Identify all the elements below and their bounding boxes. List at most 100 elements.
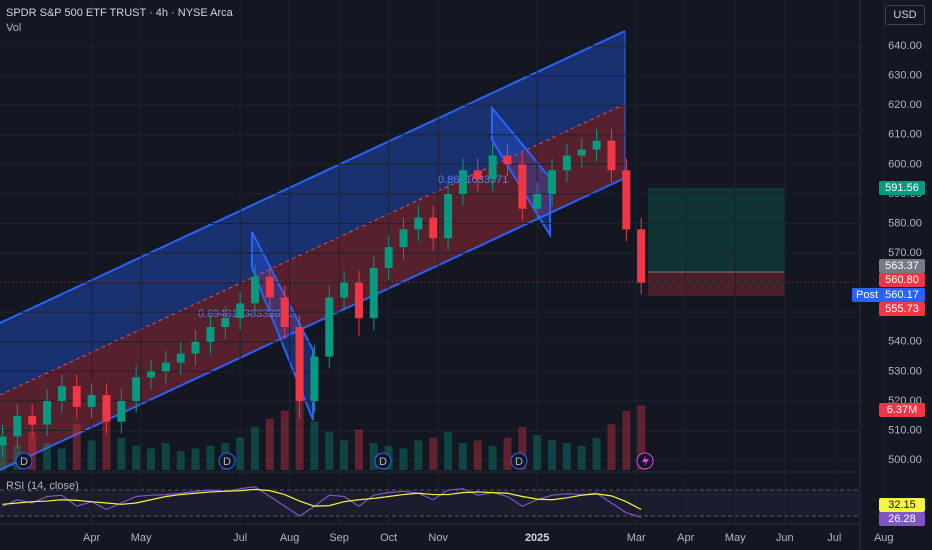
volume-bar [429,437,438,470]
y-tick-label: 500.00 [888,454,922,466]
volume-bar [518,426,527,470]
target-tag: 591.56 [879,181,925,195]
candle-body [488,155,497,180]
x-tick-label: Apr [83,532,100,544]
x-tick-label: Aug [874,532,894,544]
volume-bar [0,437,7,470]
candle-body [503,155,512,165]
rsi-ma-line [2,488,642,511]
candle-body [444,193,453,239]
candle-body [250,276,259,304]
volume-bar [295,400,304,470]
candle-body [429,217,438,239]
candle-body [325,297,334,357]
volume-bar [191,448,200,470]
last-tag: 560.80 [879,273,925,287]
volume-bar [488,445,497,470]
channel-line [0,30,626,324]
y-tick-label: 580.00 [888,217,922,229]
volume-bar [637,405,646,470]
y-tick-label: 530.00 [888,365,922,377]
dividend [374,452,392,470]
target-zone [648,188,785,272]
stop-tag: 555.73 [879,302,925,316]
y-tick-label: 610.00 [888,129,922,141]
candle-body [236,303,245,319]
volume-bar [473,440,482,470]
rsi-tag: 26.28 [879,512,925,526]
volume-bar [325,432,334,470]
volume-bar [548,440,557,470]
y-tick-label: 630.00 [888,70,922,82]
volume-bar [280,410,289,470]
volume-bar [147,448,156,470]
volume-bar [72,424,81,470]
volume-bar [577,445,586,470]
volume-bar [622,410,631,470]
candle-body [310,356,319,401]
candle-body [176,353,185,363]
post-label: Post [852,288,882,302]
volume-bar [369,443,378,470]
volume-bar [250,426,259,470]
candle-body [518,164,527,209]
candle-body [384,247,393,268]
candle-body [147,371,156,378]
volume-bar [399,448,408,470]
lightning [642,455,649,467]
candle-body [637,229,646,283]
volume-bar [265,418,274,470]
channel-mid [0,103,626,396]
dividend [510,452,528,470]
candle-body [577,149,586,156]
currency-button[interactable]: USD [885,5,925,25]
volume-bar [87,440,96,470]
candle-body [607,140,616,171]
y-tick-label: 510.00 [888,424,922,436]
x-tick-label: Jul [233,532,247,544]
volume-bar [57,448,66,470]
volume-bar [28,432,37,470]
channel-lower [0,104,625,470]
x-tick-label: Apr [677,532,694,544]
y-tick-label: 570.00 [888,247,922,259]
volume-bar [444,432,453,470]
x-tick-label: Jul [827,532,841,544]
candle-body [473,170,482,180]
candle-body [221,318,230,328]
dividend [218,452,236,470]
candle-body [13,415,22,437]
x-tick-label: Sep [329,532,349,544]
candle-body [280,297,289,328]
candle-body [102,395,111,422]
volume-bar [206,445,215,470]
candle-body [43,400,52,425]
x-tick-label: Oct [380,532,397,544]
y-tick-label: 620.00 [888,99,922,111]
volume-bar [592,437,601,470]
entry-tag: 563.37 [879,259,925,273]
candle-body [340,282,349,298]
volume-bar [340,440,349,470]
subtitle: Vol [6,22,22,34]
volume-bar [310,421,319,470]
candle-body [206,327,215,342]
rsi-line [2,486,642,518]
candle-body [191,341,200,354]
dividend-label: D [379,456,387,468]
y-tick-label: 640.00 [888,40,922,52]
candle-body [57,386,66,401]
x-tick-label: Mar [627,532,646,544]
x-tick-label: Jun [776,532,794,544]
y-tick-label: 540.00 [888,336,922,348]
x-tick-label: May [131,532,152,544]
candle-body [562,155,571,171]
volume-bar [43,443,52,470]
volume-bar [503,437,512,470]
candle-body [117,400,126,422]
volume-bar [161,443,170,470]
volume-bar [607,424,616,470]
x-tick-label: 2025 [525,532,549,544]
